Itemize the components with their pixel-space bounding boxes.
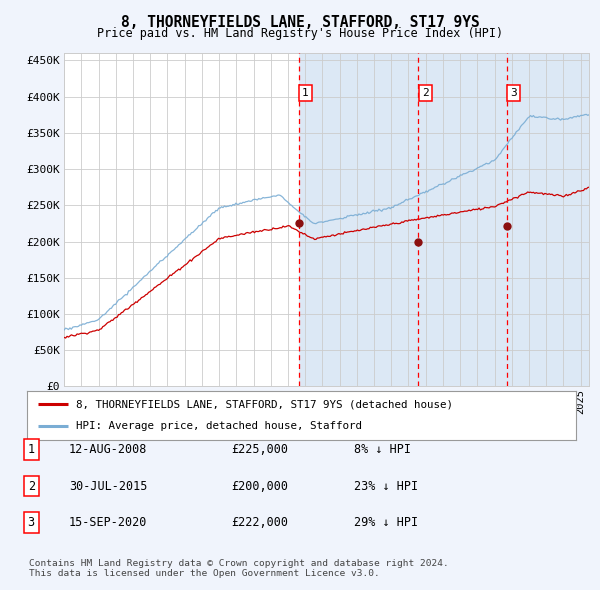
Text: £200,000: £200,000: [231, 480, 288, 493]
Text: HPI: Average price, detached house, Stafford: HPI: Average price, detached house, Staf…: [76, 421, 362, 431]
Text: 29% ↓ HPI: 29% ↓ HPI: [354, 516, 418, 529]
Text: 30-JUL-2015: 30-JUL-2015: [69, 480, 148, 493]
Text: Contains HM Land Registry data © Crown copyright and database right 2024.: Contains HM Land Registry data © Crown c…: [29, 559, 449, 568]
Text: 15-SEP-2020: 15-SEP-2020: [69, 516, 148, 529]
Text: This data is licensed under the Open Government Licence v3.0.: This data is licensed under the Open Gov…: [29, 569, 380, 578]
Text: Price paid vs. HM Land Registry's House Price Index (HPI): Price paid vs. HM Land Registry's House …: [97, 27, 503, 40]
Text: 1: 1: [28, 443, 35, 456]
Text: 3: 3: [510, 88, 517, 98]
Text: 12-AUG-2008: 12-AUG-2008: [69, 443, 148, 456]
Text: 3: 3: [28, 516, 35, 529]
Text: 8, THORNEYFIELDS LANE, STAFFORD, ST17 9YS: 8, THORNEYFIELDS LANE, STAFFORD, ST17 9Y…: [121, 15, 479, 30]
Text: 23% ↓ HPI: 23% ↓ HPI: [354, 480, 418, 493]
Text: 2: 2: [28, 480, 35, 493]
Text: 1: 1: [302, 88, 309, 98]
Text: £222,000: £222,000: [231, 516, 288, 529]
Bar: [299, 53, 589, 386]
Text: 2: 2: [422, 88, 428, 98]
Text: £225,000: £225,000: [231, 443, 288, 456]
Text: 8% ↓ HPI: 8% ↓ HPI: [354, 443, 411, 456]
Text: 8, THORNEYFIELDS LANE, STAFFORD, ST17 9YS (detached house): 8, THORNEYFIELDS LANE, STAFFORD, ST17 9Y…: [76, 399, 454, 409]
